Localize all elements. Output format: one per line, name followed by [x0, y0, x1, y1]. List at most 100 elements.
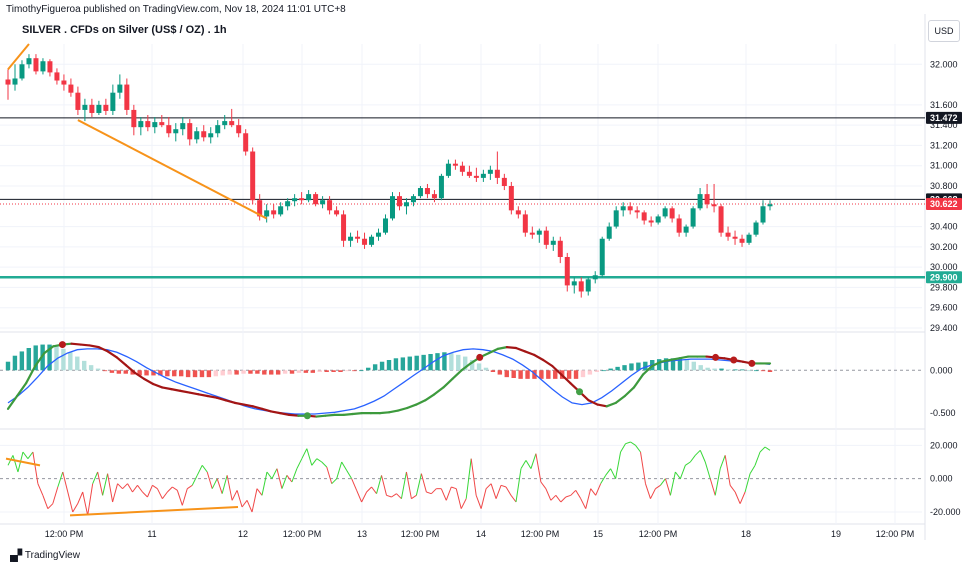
price-axis[interactable]: 32.000 31.600 31.400 31.200 31.000 30.800 30.4… — [926, 59, 962, 517]
macd-line-segment — [34, 352, 46, 368]
candle-body — [138, 121, 144, 128]
candle-body — [445, 163, 451, 176]
candle-body — [201, 131, 207, 138]
osc-line-segment — [645, 483, 651, 499]
macd-histogram-bar — [262, 370, 267, 375]
macd-histogram-bar — [255, 370, 260, 374]
macd-histogram-bar — [698, 365, 703, 371]
macd-histogram-bar — [26, 348, 31, 371]
macd-line-segment — [106, 350, 118, 359]
osc-line-segment — [689, 455, 696, 463]
macd-histogram-bar — [75, 356, 80, 371]
osc-line-segment — [32, 451, 39, 484]
macd-histogram-bar — [580, 370, 586, 378]
macd-histogram-bar — [670, 358, 676, 371]
candle-body — [124, 84, 130, 110]
price-pane[interactable] — [0, 43, 925, 298]
brand-label: TradingView — [24, 550, 80, 561]
candle-body — [327, 200, 333, 211]
macd-line-segment — [406, 403, 418, 410]
osc-line-segment — [739, 491, 746, 504]
macd-line-segment — [487, 347, 499, 355]
candle-body — [585, 279, 591, 292]
candle-body — [739, 238, 745, 243]
osc-line-segment — [495, 485, 502, 499]
macd-histogram-bar — [372, 364, 378, 371]
osc-line-segment — [575, 490, 582, 499]
macd-line-segment — [650, 360, 663, 368]
trend-line — [7, 43, 30, 70]
osc-line-segment — [699, 450, 706, 463]
macd-line-segment — [596, 403, 608, 408]
macd-line-segment — [387, 409, 400, 414]
macd-line-segment — [142, 377, 155, 386]
osc-line-segment — [371, 486, 377, 494]
osc-line-segment — [664, 478, 671, 496]
osc-line-segment — [580, 498, 587, 509]
oscillator-pane[interactable] — [0, 441, 922, 517]
macd-histogram-bar — [19, 351, 25, 371]
osc-line-segment — [635, 445, 641, 453]
macd-line-segment — [152, 382, 164, 389]
osc-line-segment — [161, 491, 168, 499]
candle-body — [110, 92, 116, 111]
candle-body — [334, 210, 340, 215]
osc-line-segment — [445, 486, 452, 501]
macd-histogram-bar — [663, 358, 669, 371]
candle-body — [578, 281, 584, 292]
macd-histogram-bar — [296, 370, 302, 373]
candle-body — [215, 125, 221, 134]
macd-line-segment — [678, 355, 690, 360]
osc-line-segment — [610, 468, 617, 479]
candle-body — [606, 226, 612, 239]
price-tick-label: 32.000 — [930, 59, 958, 69]
macd-histogram-bar — [61, 348, 66, 371]
macd-pane[interactable] — [0, 341, 922, 420]
candle-body — [187, 123, 193, 140]
macd-line-segment — [415, 399, 427, 406]
macd-histogram-bar — [310, 370, 315, 373]
osc-line-segment — [595, 483, 602, 496]
candle-body — [145, 121, 151, 128]
macd-histogram-bar — [102, 370, 108, 372]
macd-histogram-bar — [469, 360, 475, 371]
macd-histogram-bar — [95, 368, 101, 371]
candle-body — [592, 275, 598, 280]
candle-body — [417, 188, 423, 197]
tradingview-brand[interactable]: ▗▞ TradingView — [6, 549, 80, 562]
currency-button[interactable]: USD — [928, 20, 960, 42]
osc-line-segment — [67, 491, 74, 513]
macd-histogram-bar — [615, 366, 620, 371]
macd-histogram-bar — [456, 354, 461, 371]
macd-histogram-bar — [691, 361, 696, 371]
candle-body — [473, 175, 479, 178]
macd-histogram-bar — [497, 370, 503, 375]
candle-body — [341, 214, 347, 241]
candle-body — [424, 188, 430, 195]
time-axis[interactable]: 12:00 PM 11 12 12:00 PM 13 12:00 PM 14 12:00 PM… — [45, 529, 915, 539]
macd-line-segment — [70, 342, 82, 346]
candle-body — [599, 238, 605, 276]
macd-line-segment — [288, 413, 300, 417]
macd-histogram-bar — [414, 355, 419, 371]
osc-line-segment — [540, 481, 547, 489]
candle-body — [648, 220, 654, 223]
osc-line-segment — [251, 488, 258, 513]
osc-line-segment — [660, 478, 666, 486]
osc-line-segment — [600, 475, 607, 484]
price-tick-label: 31.400 — [930, 120, 958, 130]
signal-line — [7, 348, 771, 415]
macd-line-segment — [378, 411, 391, 415]
macd-histogram-bar — [338, 370, 343, 372]
macd-histogram-bar — [386, 360, 392, 371]
candle-body — [222, 121, 228, 126]
macd-histogram-bar — [206, 370, 212, 378]
osc-line-segment — [744, 473, 751, 493]
osc-line-segment — [396, 493, 402, 500]
osc-line-segment — [291, 468, 298, 483]
macd-line-segment — [43, 345, 55, 355]
macd-histogram-bar — [747, 370, 752, 372]
macd-line-segment — [25, 364, 37, 385]
macd-histogram-bar — [165, 370, 170, 377]
